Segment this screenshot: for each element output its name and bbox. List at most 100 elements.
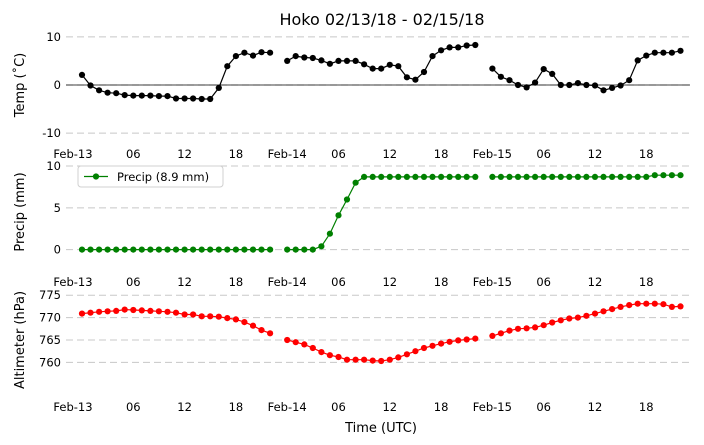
precip-data-point [549, 173, 556, 180]
temp-data-point [412, 76, 419, 83]
altimeter-data-point [651, 300, 658, 307]
temp-x-tick-label: 18 [229, 147, 244, 161]
altimeter-data-point [96, 308, 103, 315]
temp-data-point [677, 47, 684, 54]
precip-data-point [532, 173, 539, 180]
temp-data-point [335, 57, 342, 64]
precip-data-point [463, 173, 470, 180]
altimeter-data-point [78, 310, 86, 317]
precip-data-point [591, 173, 599, 180]
temp-data-point [172, 95, 180, 102]
temp-data-point [369, 65, 376, 72]
altimeter-data-point [660, 301, 667, 308]
precip-data-point [284, 246, 291, 253]
temp-data-point [155, 93, 162, 100]
temp-data-point [378, 65, 385, 72]
temp-series-line [286, 44, 476, 81]
altimeter-data-point [326, 352, 333, 359]
temp-y-tick-label: -10 [42, 126, 61, 140]
precip-y-tick-label: 5 [54, 201, 61, 215]
temp-data-point [181, 95, 188, 102]
altimeter-data-point [609, 306, 616, 313]
temp-x-tick-label: Feb-14 [268, 147, 307, 161]
altimeter-data-point [472, 335, 479, 342]
precip-data-point [403, 173, 410, 180]
temp-data-point [326, 60, 333, 67]
altimeter-data-point [343, 356, 351, 363]
temp-data-point [489, 65, 496, 72]
precip-data-point [446, 173, 453, 180]
precip-data-point [557, 173, 564, 180]
altimeter-data-point [489, 332, 496, 339]
altimeter-data-point [626, 302, 633, 309]
precip-data-point [172, 246, 180, 253]
temp-data-point [198, 95, 205, 103]
temp-data-point [96, 87, 103, 94]
temp-data-point [403, 74, 410, 81]
legend-marker-swatch [92, 173, 100, 180]
precip-data-point [104, 246, 111, 253]
altimeter-data-point [138, 307, 145, 314]
precip-data-point [617, 173, 624, 180]
altimeter-data-point [104, 308, 111, 315]
precip-data-point [386, 173, 393, 180]
precip-x-tick-label: 18 [639, 275, 654, 289]
temp-data-point [532, 79, 539, 86]
precip-data-point [574, 173, 582, 180]
temp-data-point [600, 87, 607, 94]
precip-data-point [651, 172, 658, 179]
altimeter-x-tick-label: 12 [588, 400, 603, 414]
precip-data-point [164, 246, 171, 253]
altimeter-y-tick-label: 770 [39, 311, 61, 325]
precip-data-point [660, 172, 667, 179]
altimeter-data-point [540, 322, 547, 329]
precip-data-point [198, 246, 205, 253]
altimeter-data-point [207, 313, 214, 320]
altimeter-data-point [668, 303, 676, 310]
temp-data-point [309, 54, 316, 62]
altimeter-data-point [591, 310, 599, 317]
precip-data-point [258, 246, 265, 253]
temp-data-point [207, 95, 214, 103]
temp-data-point [429, 53, 436, 60]
precip-data-point [566, 173, 573, 180]
precip-x-tick-label: 18 [229, 275, 244, 289]
temp-data-point [104, 89, 111, 96]
altimeter-data-point [429, 342, 436, 349]
altimeter-data-point [549, 319, 556, 326]
precip-data-point [335, 212, 342, 219]
temp-data-point [190, 95, 197, 102]
temp-x-tick-label: 06 [536, 147, 551, 161]
altimeter-x-tick-label: 06 [331, 400, 346, 414]
chart-title: Hoko 02/13/18 - 02/15/18 [279, 10, 484, 29]
precip-y-tick-label: 10 [46, 159, 61, 173]
temp-data-point [463, 42, 470, 49]
altimeter-data-point [643, 300, 650, 307]
temp-data-point [609, 84, 616, 91]
altimeter-x-tick-label: 06 [126, 400, 141, 414]
precip-data-point [190, 246, 197, 253]
altimeter-data-point [241, 319, 248, 326]
temp-data-point [574, 80, 582, 87]
altimeter-x-tick-label: 18 [434, 400, 449, 414]
altimeter-x-tick-label: Feb-13 [53, 400, 92, 414]
precip-x-tick-label: 12 [177, 275, 192, 289]
temp-x-tick-label: Feb-13 [53, 147, 92, 161]
precip-data-point [677, 172, 684, 179]
temp-data-point [634, 57, 641, 64]
temp-data-point [566, 81, 573, 89]
temp-data-point [643, 52, 650, 59]
altimeter-panel: 760 765 770 775 Feb-13 06 12 18 Feb-14 06 12 18 Feb-… [13, 288, 690, 414]
altimeter-x-tick-label: 12 [382, 400, 397, 414]
precip-data-point [326, 230, 333, 237]
temp-data-point [147, 92, 154, 99]
temp-x-tick-label: 12 [382, 147, 397, 161]
temp-data-point [591, 82, 599, 89]
temp-data-point [343, 57, 351, 64]
temp-data-point [540, 66, 547, 73]
precip-data-point [369, 173, 376, 180]
altimeter-data-point [284, 336, 291, 344]
altimeter-data-point [249, 322, 257, 329]
altimeter-data-point [438, 340, 445, 347]
